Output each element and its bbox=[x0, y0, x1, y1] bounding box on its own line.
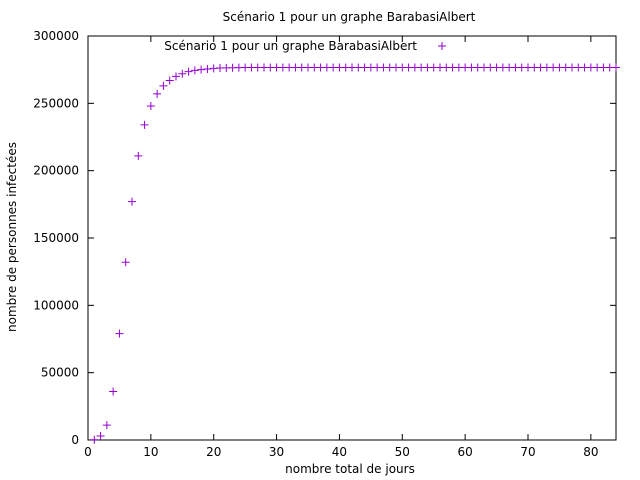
data-point bbox=[140, 120, 149, 129]
x-tick-label: 70 bbox=[520, 445, 535, 459]
x-tick-label: 80 bbox=[583, 445, 598, 459]
data-point bbox=[96, 431, 105, 440]
x-tick-label: 10 bbox=[143, 445, 158, 459]
y-tick-label: 250000 bbox=[33, 96, 79, 110]
x-tick-label: 50 bbox=[395, 445, 410, 459]
x-tick-label: 20 bbox=[206, 445, 221, 459]
legend-marker-symbol bbox=[438, 42, 446, 50]
y-tick-label: 0 bbox=[71, 433, 79, 447]
y-axis-title: nombre de personnes infectées bbox=[5, 142, 19, 332]
data-point bbox=[102, 421, 111, 430]
data-point bbox=[134, 151, 143, 160]
data-point bbox=[197, 65, 206, 74]
data-point bbox=[146, 102, 155, 111]
data-point bbox=[178, 69, 187, 78]
data-point bbox=[190, 66, 199, 75]
data-points bbox=[90, 63, 620, 444]
legend-marker bbox=[438, 42, 446, 50]
legend-label: Scénario 1 pour un graphe BarabasiAlbert bbox=[164, 39, 417, 53]
data-point bbox=[153, 89, 162, 98]
data-point bbox=[90, 435, 99, 444]
x-tick-label: 30 bbox=[269, 445, 284, 459]
data-point bbox=[109, 387, 118, 396]
y-tick-label: 200000 bbox=[33, 164, 79, 178]
data-point bbox=[184, 67, 193, 76]
data-point bbox=[159, 81, 168, 90]
data-point bbox=[121, 258, 130, 267]
legend: Scénario 1 pour un graphe BarabasiAlbert bbox=[164, 39, 446, 53]
y-tick-label: 150000 bbox=[33, 231, 79, 245]
x-tick-label: 0 bbox=[84, 445, 92, 459]
x-tick-label: 60 bbox=[458, 445, 473, 459]
data-point bbox=[128, 197, 136, 206]
data-point bbox=[612, 63, 620, 72]
data-point bbox=[115, 329, 124, 338]
chart-title: Scénario 1 pour un graphe BarabasiAlbert bbox=[223, 10, 476, 24]
data-point bbox=[203, 64, 212, 73]
x-axis-title: nombre total de jours bbox=[285, 462, 415, 476]
y-tick-label: 100000 bbox=[33, 298, 79, 312]
x-tick-label: 40 bbox=[332, 445, 347, 459]
data-point bbox=[172, 72, 180, 81]
data-point bbox=[165, 76, 174, 85]
axis-ticks: 0 10 20 30 40 50 60 70 80 0 50000 100000 150000 20000… bbox=[33, 29, 616, 459]
plot-frame bbox=[87, 35, 617, 441]
y-tick-label: 50000 bbox=[41, 366, 79, 380]
y-tick-label: 300000 bbox=[33, 29, 79, 43]
